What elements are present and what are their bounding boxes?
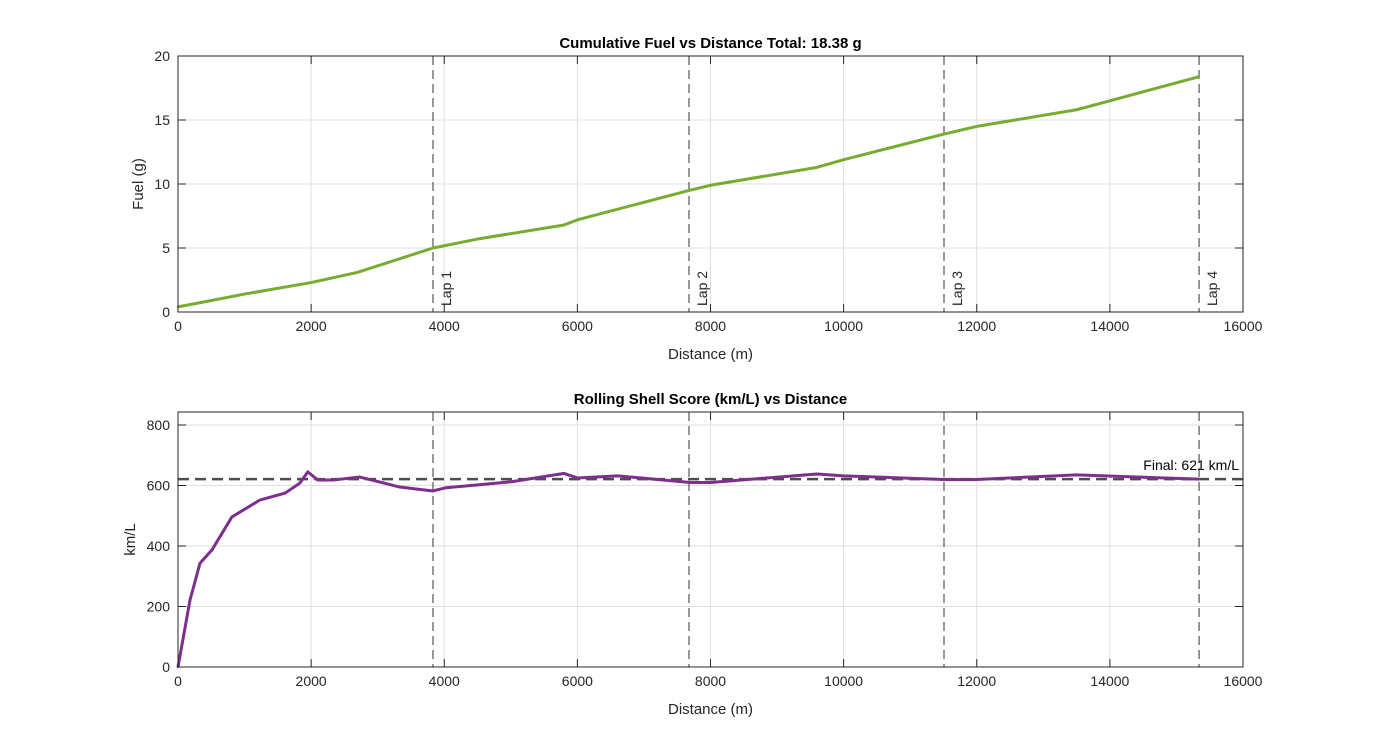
data-point <box>198 562 202 565</box>
x-tick-label: 10000 <box>824 318 863 334</box>
x-tick-label: 4000 <box>429 673 460 689</box>
data-point <box>942 132 946 136</box>
lap-label: Lap 4 <box>1204 271 1220 306</box>
data-point <box>709 481 712 484</box>
data-point <box>431 246 435 250</box>
data-point <box>1197 75 1201 78</box>
axes-box <box>177 55 1244 313</box>
data-point <box>815 166 819 169</box>
subplot-1: 0 2000 4000 6000 8000 10000 12000 14000 16000 0 5 1… <box>130 35 1263 363</box>
data-point <box>258 498 262 502</box>
data-point <box>975 125 978 128</box>
x-tick-label: 16000 <box>1224 673 1263 689</box>
data-point <box>942 478 945 481</box>
lap-label: Lap 2 <box>694 271 710 306</box>
data-point <box>243 292 246 296</box>
data-point <box>356 271 359 274</box>
lap-label: Lap 3 <box>949 271 965 306</box>
data-series-line <box>177 75 1200 309</box>
data-point <box>815 472 819 476</box>
x-tick-label: 12000 <box>957 318 996 334</box>
x-tick-label: 10000 <box>824 673 863 689</box>
x-tick-label: 8000 <box>695 673 726 689</box>
y-tick-label: 10 <box>154 176 170 192</box>
data-point <box>842 158 845 161</box>
data-point <box>316 478 319 482</box>
data-point <box>687 189 691 192</box>
y-tick-label: 200 <box>147 599 171 615</box>
data-point <box>431 489 435 493</box>
x-tick-label: 6000 <box>562 673 593 689</box>
data-point <box>842 474 845 478</box>
data-point <box>331 478 335 482</box>
data-point <box>576 218 579 222</box>
data-point <box>188 598 192 602</box>
data-point <box>616 474 619 478</box>
y-tick-label: 20 <box>154 48 170 64</box>
x-tick-label: 2000 <box>296 318 327 334</box>
y-tick-label: 0 <box>162 659 170 675</box>
final-score-label: Final: 621 km/L <box>1143 457 1239 473</box>
x-tick-label: 14000 <box>1090 673 1129 689</box>
x-tick-label: 4000 <box>429 318 460 334</box>
data-point <box>562 472 566 475</box>
y-tick-label: 15 <box>154 112 170 128</box>
data-point <box>306 470 309 474</box>
x-tick-label: 6000 <box>562 318 593 334</box>
data-point <box>689 481 692 484</box>
data-point <box>1197 477 1201 481</box>
x-tick-label: 0 <box>174 673 182 689</box>
data-point <box>1075 473 1078 477</box>
y-tick-label: 800 <box>147 417 171 433</box>
data-point <box>230 515 234 519</box>
data-point <box>476 237 479 241</box>
x-tick-label: 8000 <box>695 318 726 334</box>
data-point <box>210 299 213 302</box>
data-point <box>398 485 401 489</box>
y-tick-label: 5 <box>162 240 170 256</box>
x-tick-label: 0 <box>174 318 182 334</box>
y-axis-label: Fuel (g) <box>130 158 147 210</box>
data-point <box>283 491 287 495</box>
x-tick-label: 12000 <box>957 673 996 689</box>
chart-title: Cumulative Fuel vs Distance Total: 18.38… <box>559 35 861 52</box>
data-point <box>358 475 361 479</box>
x-axis-label: Distance (m) <box>668 701 753 718</box>
y-tick-label: 400 <box>147 538 171 554</box>
chart-title: Rolling Shell Score (km/L) vs Distance <box>574 391 847 408</box>
data-point <box>1075 108 1078 111</box>
data-point <box>709 184 712 187</box>
data-point <box>1108 99 1112 103</box>
data-point <box>443 486 447 490</box>
data-point <box>309 281 313 284</box>
lap-label: Lap 1 <box>438 271 454 306</box>
x-tick-label: 2000 <box>296 673 327 689</box>
data-point <box>298 481 302 485</box>
data-point <box>576 476 579 480</box>
y-tick-label: 600 <box>147 478 171 494</box>
axes-box <box>177 411 1244 668</box>
x-tick-label: 14000 <box>1090 318 1129 334</box>
subplot-2: 0 2000 4000 6000 8000 10000 12000 14000 16000 0 20… <box>122 391 1263 718</box>
x-axis-label: Distance (m) <box>668 346 753 363</box>
data-point <box>509 480 513 484</box>
data-point <box>210 548 214 552</box>
x-tick-label: 16000 <box>1224 318 1263 334</box>
data-point <box>975 478 978 481</box>
data-point <box>562 223 566 227</box>
y-tick-label: 0 <box>162 304 170 320</box>
y-axis-label: km/L <box>122 523 139 556</box>
